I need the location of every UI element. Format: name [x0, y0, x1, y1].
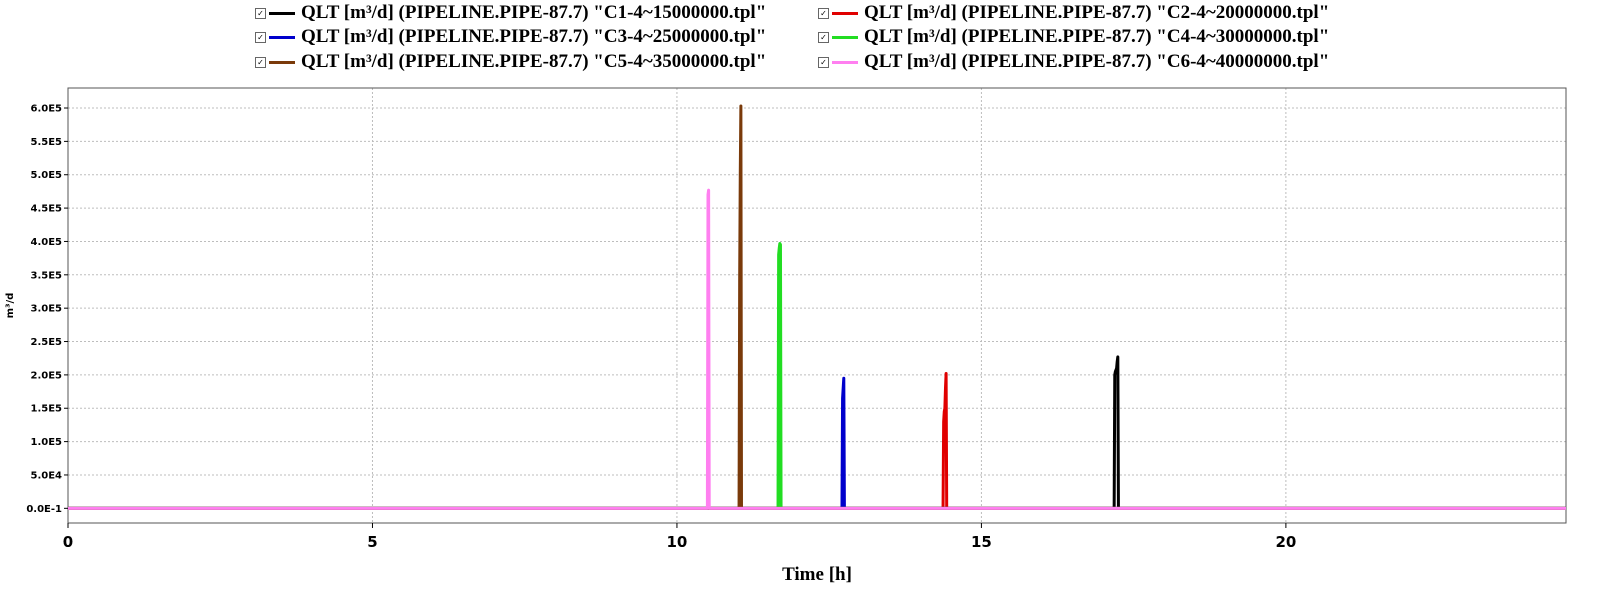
- legend-swatch: [832, 60, 858, 64]
- legend-swatch: [269, 60, 295, 64]
- legend-label: QLT [m³/d] (PIPELINE.PIPE-87.7) "C1-4~15…: [301, 2, 767, 23]
- y-tick-label: 3.5E5: [30, 270, 62, 281]
- legend-checkbox[interactable]: ✓: [818, 56, 829, 68]
- series-line-3: [68, 376, 1566, 510]
- y-axis-label: m³/d: [5, 293, 16, 319]
- y-tick-label: 2.0E5: [30, 370, 62, 381]
- series-layer: [68, 104, 1566, 510]
- x-axis-label: Time [h]: [782, 564, 852, 585]
- series-line-5: [68, 104, 1566, 510]
- legend-checkbox[interactable]: ✓: [255, 56, 266, 68]
- grid: [67, 88, 1566, 523]
- legend-checkbox[interactable]: ✓: [255, 31, 266, 43]
- legend-item-2[interactable]: ✓ QLT [m³/d] (PIPELINE.PIPE-87.7) "C2-4~2…: [818, 1, 1329, 25]
- x-tick-label: 10: [667, 533, 688, 551]
- y-tick-label: 5.0E5: [30, 170, 62, 181]
- legend-swatch: [269, 11, 295, 15]
- y-tick-label: 5.5E5: [30, 137, 62, 148]
- legend-item-4[interactable]: ✓ QLT [m³/d] (PIPELINE.PIPE-87.7) "C4-4~3…: [818, 25, 1329, 49]
- x-axis: 0 5 10 15 20: [63, 523, 1296, 551]
- legend-item-6[interactable]: ✓ QLT [m³/d] (PIPELINE.PIPE-87.7) "C6-4~4…: [818, 50, 1329, 74]
- legend-checkbox[interactable]: ✓: [818, 7, 829, 19]
- series-line-1: [68, 355, 1566, 510]
- y-tick-label: 5.0E4: [30, 470, 62, 481]
- y-tick-label: 4.5E5: [30, 204, 62, 215]
- legend-label: QLT [m³/d] (PIPELINE.PIPE-87.7) "C4-4~30…: [864, 26, 1330, 47]
- plot-area: [67, 87, 1567, 524]
- y-tick-label: 1.0E5: [30, 437, 62, 448]
- y-tick-label: 3.0E5: [30, 304, 62, 315]
- series-line-2: [68, 372, 1566, 510]
- y-tick-label: 1.5E5: [30, 404, 62, 415]
- legend-item-1[interactable]: ✓ QLT [m³/d] (PIPELINE.PIPE-87.7) "C1-4~1…: [255, 1, 766, 25]
- y-tick-label: 6.0E5: [30, 104, 62, 115]
- y-tick-label: 2.5E5: [30, 337, 62, 348]
- legend-item-5[interactable]: ✓ QLT [m³/d] (PIPELINE.PIPE-87.7) "C5-4~3…: [255, 50, 766, 74]
- legend-checkbox[interactable]: ✓: [818, 31, 829, 43]
- y-tick-label: 4.0E5: [30, 237, 62, 248]
- x-tick-label: 15: [971, 533, 992, 551]
- legend-swatch: [269, 35, 295, 39]
- y-axis: 0.0E-1 5.0E4 1.0E5 1.5E5 2.0E5 2.5E5 3.0E5 3.5E…: [26, 104, 68, 515]
- legend-label: QLT [m³/d] (PIPELINE.PIPE-87.7) "C3-4~25…: [301, 26, 767, 47]
- legend: ✓ QLT [m³/d] (PIPELINE.PIPE-87.7) "C1-4~1…: [0, 0, 1600, 80]
- legend-swatch: [832, 11, 858, 15]
- y-tick-label: 0.0E-1: [26, 504, 62, 515]
- legend-label: QLT [m³/d] (PIPELINE.PIPE-87.7) "C5-4~35…: [301, 51, 767, 72]
- x-tick-label: 20: [1275, 533, 1296, 551]
- legend-label: QLT [m³/d] (PIPELINE.PIPE-87.7) "C2-4~20…: [864, 2, 1330, 23]
- series-line-4: [68, 241, 1566, 510]
- legend-checkbox[interactable]: ✓: [255, 7, 266, 19]
- x-tick-label: 5: [367, 533, 377, 551]
- x-tick-label: 0: [63, 533, 73, 551]
- series-line-6: [68, 188, 1566, 510]
- legend-item-3[interactable]: ✓ QLT [m³/d] (PIPELINE.PIPE-87.7) "C3-4~2…: [255, 25, 766, 49]
- legend-swatch: [832, 35, 858, 39]
- legend-label: QLT [m³/d] (PIPELINE.PIPE-87.7) "C6-4~40…: [864, 51, 1330, 72]
